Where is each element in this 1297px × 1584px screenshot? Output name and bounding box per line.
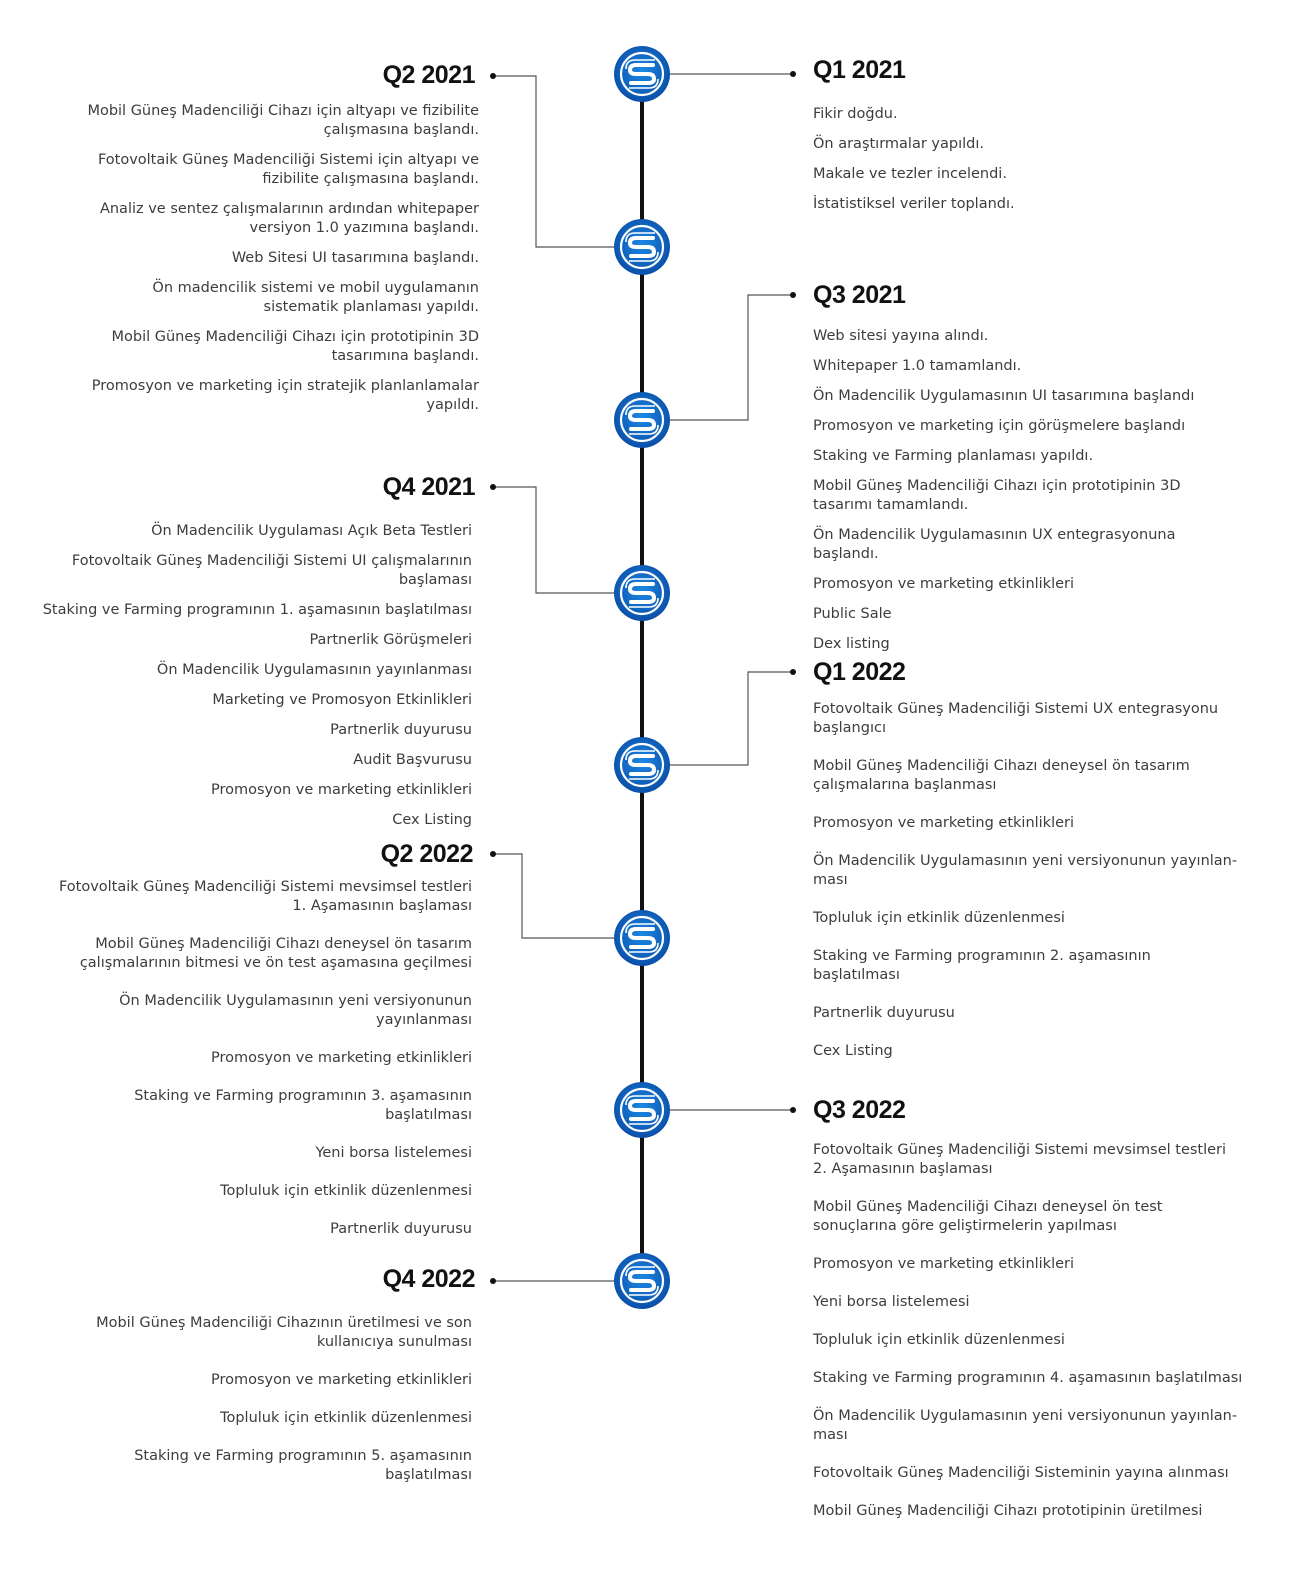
phase-list-q4-2022: Mobil Güneş Madenciliği Cihazının üretil… <box>72 1314 472 1504</box>
phase-item: Ön araştırmalar yapıldı. <box>813 135 1253 154</box>
phase-item: Topluluk için etkinlik düzenlenmesi <box>47 1182 472 1201</box>
connector-dot <box>790 292 796 298</box>
phase-item: İstatistiksel veriler toplandı. <box>813 195 1253 214</box>
phase-title-q4-2022: Q4 2022 <box>383 1264 475 1294</box>
phase-item: Mobil Güneş Madenciliği Cihazı için prot… <box>813 477 1243 515</box>
phase-list-q1-2022: Fotovoltaik Güneş Madenciliği Sistemi UX… <box>813 700 1238 1080</box>
phase-item: Promosyon ve marketing etkinlikleri <box>813 814 1238 833</box>
phase-item: Promosyon ve marketing etkinlikleri <box>47 1049 472 1068</box>
phase-item: Topluluk için etkinlik düzenlenmesi <box>813 909 1238 928</box>
phase-item: Mobil Güneş Madenciliği Cihazı için prot… <box>79 328 479 366</box>
phase-item: Partnerlik Görüşmeleri <box>42 631 472 650</box>
phase-item: Mobil Güneş Madenciliği Cihazı deneysel … <box>813 757 1238 795</box>
phase-item: Cex Listing <box>813 1042 1238 1061</box>
phase-item: Promosyon ve marketing etkinlikleri <box>72 1371 472 1390</box>
phase-title-q2-2021: Q2 2021 <box>383 60 475 90</box>
phase-item: Partnerlik duyurusu <box>47 1220 472 1239</box>
phase-item: Fotovoltaik Güneş Madenciliği Sistemi UX… <box>813 700 1238 738</box>
phase-item: Ön Madencilik Uygulamasının UI tasarımın… <box>813 387 1243 406</box>
phase-item: Staking ve Farming planlaması yapıldı. <box>813 447 1243 466</box>
phase-item: Topluluk için etkinlik düzenlenmesi <box>813 1331 1243 1350</box>
phase-item: Ön Madencilik Uygulamasının yayınlanması <box>42 661 472 680</box>
phase-item: Staking ve Farming programının 4. aşamas… <box>813 1369 1243 1388</box>
connector-q2-2021 <box>493 76 614 247</box>
s-logo-icon <box>614 1082 670 1138</box>
s-logo-icon <box>614 46 670 102</box>
phase-item: Ön Madencilik Uygulamasının yeni versiyo… <box>813 852 1238 890</box>
phase-list-q3-2021: Web sitesi yayına alındı. Whitepaper 1.0… <box>813 327 1243 665</box>
phase-title-q3-2021: Q3 2021 <box>813 280 905 310</box>
phase-item: Fikir doğdu. <box>813 105 1253 124</box>
phase-item: Topluluk için etkinlik düzenlenmesi <box>72 1409 472 1428</box>
phase-item: Mobil Güneş Madenciliği Cihazı deneysel … <box>813 1198 1243 1236</box>
phase-item: Promosyon ve marketing için stratejik pl… <box>79 377 479 415</box>
connector-dot <box>490 484 496 490</box>
connector-q2-2022 <box>493 854 614 938</box>
s-logo-icon <box>614 737 670 793</box>
phase-item: Staking ve Farming programının 2. aşamas… <box>813 947 1238 985</box>
connector-dot <box>490 73 496 79</box>
phase-list-q1-2021: Fikir doğdu. Ön araştırmalar yapıldı. Ma… <box>813 105 1253 225</box>
phase-item: Ön Madencilik Uygulamasının UX entegrasy… <box>813 526 1243 564</box>
phase-item: Yeni borsa listelemesi <box>813 1293 1243 1312</box>
phase-item: Partnerlik duyurusu <box>813 1004 1238 1023</box>
phase-item: Ön Madencilik Uygulaması Açık Beta Testl… <box>42 522 472 541</box>
phase-item: Promosyon ve marketing etkinlikleri <box>813 575 1243 594</box>
phase-item: Web Sitesi UI tasarımına başlandı. <box>79 249 479 268</box>
connector-q4-2021 <box>493 487 614 593</box>
phase-item: Marketing ve Promosyon Etkinlikleri <box>42 691 472 710</box>
phase-item: Public Sale <box>813 605 1243 624</box>
phase-item: Whitepaper 1.0 tamamlandı. <box>813 357 1243 376</box>
s-logo-icon <box>614 910 670 966</box>
connector-dot <box>790 71 796 77</box>
phase-item: Makale ve tezler incelendi. <box>813 165 1253 184</box>
s-logo-icon <box>614 565 670 621</box>
s-logo-icon <box>614 392 670 448</box>
phase-title-q1-2022: Q1 2022 <box>813 657 905 687</box>
phase-item: Mobil Güneş Madenciliği Cihazı prototipi… <box>813 1502 1243 1521</box>
phase-item: Staking ve Farming programının 5. aşamas… <box>72 1447 472 1485</box>
phase-item: Yeni borsa listelemesi <box>47 1144 472 1163</box>
connector-dot <box>490 1278 496 1284</box>
phase-item: Dex listing <box>813 635 1243 654</box>
connector-dot <box>790 1107 796 1113</box>
phase-item: Ön Madencilik Uygulamasının yeni versiyo… <box>813 1407 1243 1445</box>
phase-item: Fotovoltaik Güneş Madenciliği Sistemi me… <box>47 878 472 916</box>
phase-item: Promosyon ve marketing etkinlikleri <box>813 1255 1243 1274</box>
phase-item: Mobil Güneş Madenciliği Cihazı için alty… <box>79 102 479 140</box>
phase-item: Fotovoltaik Güneş Madenciliği Sisteminin… <box>813 1464 1243 1483</box>
phase-item: Fotovoltaik Güneş Madenciliği Sistemi UI… <box>42 552 472 590</box>
phase-item: Partnerlik duyurusu <box>42 721 472 740</box>
phase-item: Ön madencilik sistemi ve mobil uygulaman… <box>79 279 479 317</box>
phase-list-q2-2022: Fotovoltaik Güneş Madenciliği Sistemi me… <box>47 878 472 1258</box>
phase-item: Promosyon ve marketing için görüşmelere … <box>813 417 1243 436</box>
s-logo-icon <box>614 219 670 275</box>
phase-list-q2-2021: Mobil Güneş Madenciliği Cihazı için alty… <box>79 102 479 426</box>
phase-title-q1-2021: Q1 2021 <box>813 55 905 85</box>
phase-item: Promosyon ve marketing etkinlikleri <box>42 781 472 800</box>
phase-item: Staking ve Farming programının 1. aşamas… <box>42 601 472 620</box>
phase-item: Web sitesi yayına alındı. <box>813 327 1243 346</box>
phase-item: Fotovoltaik Güneş Madenciliği Sistemi iç… <box>79 151 479 189</box>
phase-list-q4-2021: Ön Madencilik Uygulaması Açık Beta Testl… <box>42 522 472 841</box>
phase-item: Audit Başvurusu <box>42 751 472 770</box>
phase-item: Staking ve Farming programının 3. aşamas… <box>47 1087 472 1125</box>
phase-item: Ön Madencilik Uygulamasının yeni versiyo… <box>47 992 472 1030</box>
phase-list-q3-2022: Fotovoltaik Güneş Madenciliği Sistemi me… <box>813 1141 1243 1540</box>
phase-title-q4-2021: Q4 2021 <box>383 472 475 502</box>
phase-item: Fotovoltaik Güneş Madenciliği Sistemi me… <box>813 1141 1243 1179</box>
phase-item: Analiz ve sentez çalışmalarının ardından… <box>79 200 479 238</box>
connector-dot <box>490 851 496 857</box>
connector-q1-2022 <box>670 672 793 765</box>
s-logo-icon <box>614 1253 670 1309</box>
connector-q3-2021 <box>670 295 793 420</box>
phase-item: Mobil Güneş Madenciliği Cihazının üretil… <box>72 1314 472 1352</box>
connector-dot <box>790 669 796 675</box>
phase-item: Mobil Güneş Madenciliği Cihazı deneysel … <box>47 935 472 973</box>
phase-title-q3-2022: Q3 2022 <box>813 1095 905 1125</box>
phase-item: Cex Listing <box>42 811 472 830</box>
phase-title-q2-2022: Q2 2022 <box>381 839 473 869</box>
